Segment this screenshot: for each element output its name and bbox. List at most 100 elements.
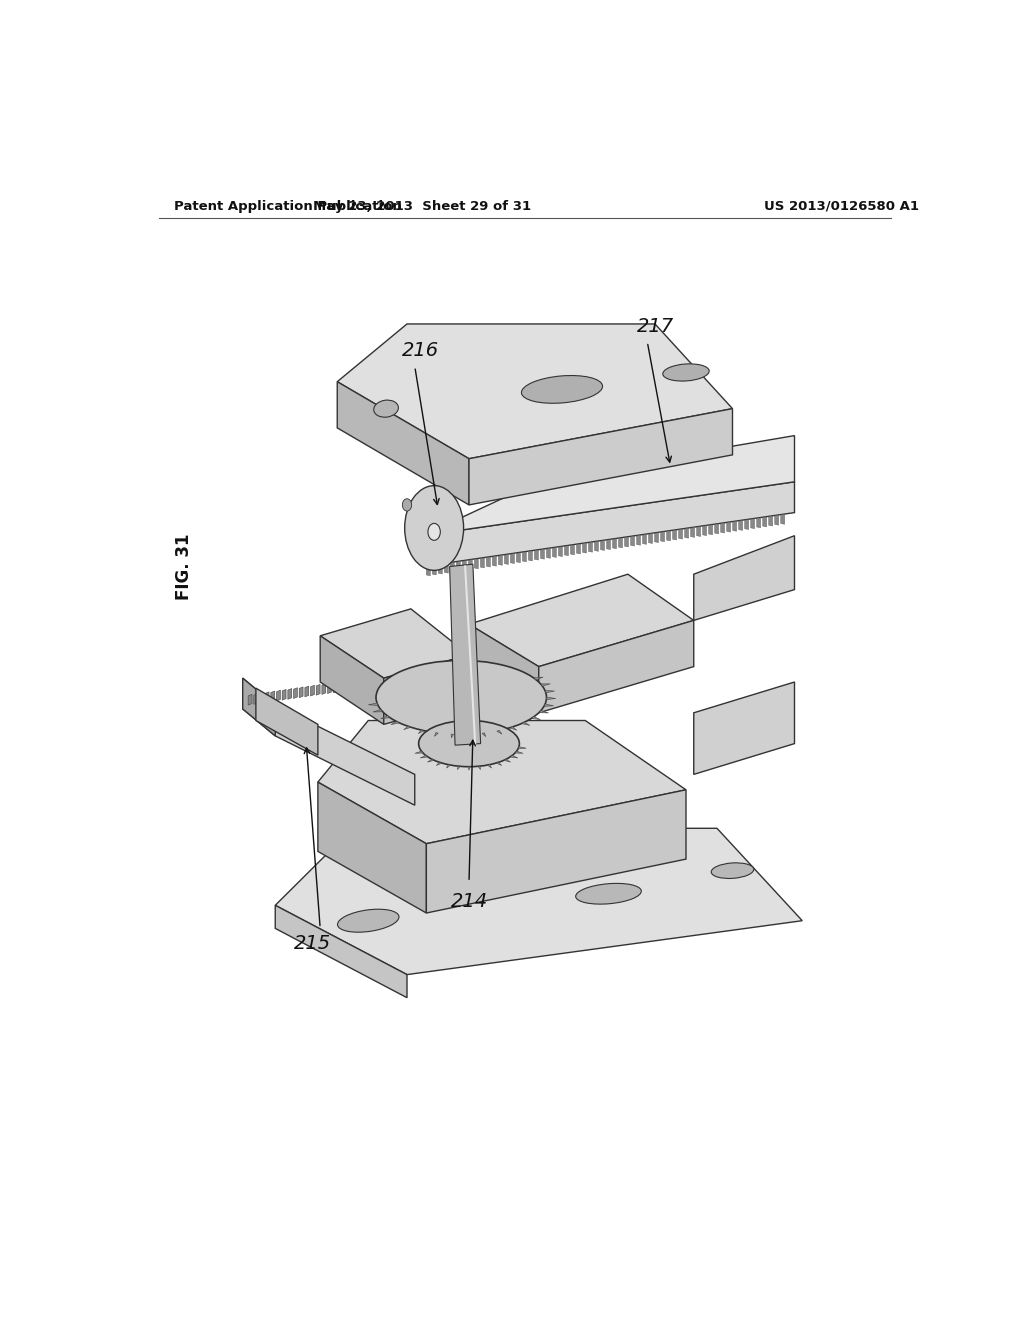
Polygon shape xyxy=(553,548,556,557)
Ellipse shape xyxy=(376,660,547,734)
Polygon shape xyxy=(547,697,556,700)
Polygon shape xyxy=(426,789,686,913)
Polygon shape xyxy=(265,692,269,702)
Polygon shape xyxy=(423,436,795,536)
Polygon shape xyxy=(545,704,554,706)
Polygon shape xyxy=(403,726,411,730)
Polygon shape xyxy=(452,734,454,738)
Polygon shape xyxy=(368,677,371,688)
Polygon shape xyxy=(510,553,514,564)
Polygon shape xyxy=(577,544,581,554)
Polygon shape xyxy=(317,781,426,913)
Polygon shape xyxy=(510,726,517,730)
Polygon shape xyxy=(259,693,263,704)
Polygon shape xyxy=(715,524,719,533)
Polygon shape xyxy=(337,381,469,506)
Polygon shape xyxy=(275,829,802,974)
Polygon shape xyxy=(423,482,795,566)
Polygon shape xyxy=(248,694,252,705)
Polygon shape xyxy=(395,673,399,684)
Polygon shape xyxy=(518,747,526,748)
Polygon shape xyxy=(305,686,309,697)
Polygon shape xyxy=(744,520,749,529)
Polygon shape xyxy=(733,521,736,531)
Polygon shape xyxy=(468,767,470,770)
Polygon shape xyxy=(625,537,629,546)
Polygon shape xyxy=(356,678,359,689)
Polygon shape xyxy=(469,409,732,506)
Polygon shape xyxy=(522,722,529,726)
Polygon shape xyxy=(727,523,730,532)
Polygon shape xyxy=(294,688,297,698)
Polygon shape xyxy=(446,764,451,768)
Polygon shape xyxy=(595,541,598,552)
Polygon shape xyxy=(679,529,683,539)
Polygon shape xyxy=(612,539,616,549)
Polygon shape xyxy=(256,688,317,755)
Text: 217: 217 xyxy=(637,317,674,335)
Polygon shape xyxy=(373,676,377,686)
Polygon shape xyxy=(339,681,343,692)
Polygon shape xyxy=(539,620,693,713)
Polygon shape xyxy=(457,561,460,572)
Polygon shape xyxy=(438,564,442,574)
Polygon shape xyxy=(474,558,478,569)
Polygon shape xyxy=(600,540,604,550)
Polygon shape xyxy=(693,536,795,620)
Polygon shape xyxy=(660,532,665,541)
Polygon shape xyxy=(426,566,430,576)
Polygon shape xyxy=(369,704,378,705)
Ellipse shape xyxy=(428,523,440,540)
Polygon shape xyxy=(391,721,398,725)
Polygon shape xyxy=(738,520,742,531)
Polygon shape xyxy=(427,759,434,762)
Polygon shape xyxy=(540,710,549,713)
Ellipse shape xyxy=(521,375,602,404)
Polygon shape xyxy=(469,574,693,667)
Ellipse shape xyxy=(712,863,754,879)
Polygon shape xyxy=(493,556,497,566)
Polygon shape xyxy=(384,655,469,725)
Polygon shape xyxy=(468,560,472,570)
Polygon shape xyxy=(276,690,281,701)
Polygon shape xyxy=(631,536,635,546)
Polygon shape xyxy=(618,537,623,548)
Ellipse shape xyxy=(404,486,464,570)
Polygon shape xyxy=(654,532,658,543)
Polygon shape xyxy=(486,557,490,568)
Text: Patent Application Publication: Patent Application Publication xyxy=(174,199,402,213)
Polygon shape xyxy=(667,531,671,541)
Polygon shape xyxy=(673,529,677,540)
Polygon shape xyxy=(463,561,466,570)
Polygon shape xyxy=(769,516,772,525)
Polygon shape xyxy=(322,684,326,694)
Polygon shape xyxy=(361,678,366,689)
Polygon shape xyxy=(532,717,541,719)
Polygon shape xyxy=(497,730,502,734)
Polygon shape xyxy=(545,690,555,693)
Polygon shape xyxy=(757,517,761,528)
Polygon shape xyxy=(535,550,539,560)
Polygon shape xyxy=(589,543,593,552)
Polygon shape xyxy=(643,535,646,544)
Polygon shape xyxy=(283,689,286,700)
Text: 214: 214 xyxy=(451,892,487,911)
Polygon shape xyxy=(419,730,424,734)
Polygon shape xyxy=(487,764,492,768)
Ellipse shape xyxy=(338,909,399,932)
Polygon shape xyxy=(270,692,274,702)
Polygon shape xyxy=(321,609,469,678)
Ellipse shape xyxy=(402,499,412,511)
Polygon shape xyxy=(321,636,384,725)
Polygon shape xyxy=(469,624,539,713)
Polygon shape xyxy=(541,549,545,560)
Ellipse shape xyxy=(575,883,641,904)
Polygon shape xyxy=(515,751,523,754)
Polygon shape xyxy=(310,685,314,696)
Polygon shape xyxy=(345,680,348,692)
Polygon shape xyxy=(497,762,502,766)
Polygon shape xyxy=(434,733,438,737)
Polygon shape xyxy=(637,535,640,545)
Polygon shape xyxy=(451,562,455,573)
Text: May 23, 2013  Sheet 29 of 31: May 23, 2013 Sheet 29 of 31 xyxy=(313,199,531,213)
